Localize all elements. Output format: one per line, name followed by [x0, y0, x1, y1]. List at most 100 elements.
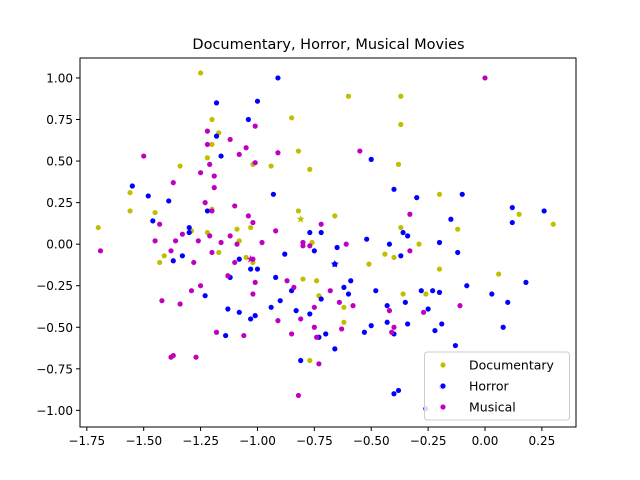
data-point-horror: [129, 183, 135, 189]
data-point-musical: [209, 249, 215, 256]
data-point-horror: [334, 244, 340, 251]
y-tick-label: −1.00: [36, 404, 73, 418]
legend-label-musical: Musical: [469, 400, 516, 415]
data-point-horror: [145, 193, 151, 199]
data-point-documentary: [416, 241, 422, 247]
data-point-horror: [361, 329, 368, 335]
data-point-documentary: [177, 163, 183, 169]
data-point-musical: [250, 219, 256, 226]
data-point-horror: [252, 313, 258, 319]
data-point-horror: [398, 253, 404, 259]
data-point-documentary: [161, 253, 167, 259]
data-point-documentary: [345, 93, 352, 99]
data-point-horror: [368, 323, 374, 329]
y-tick-label: −0.25: [36, 279, 73, 293]
data-point-horror: [364, 236, 370, 242]
data-point-musical: [211, 173, 217, 179]
data-point-musical: [152, 238, 158, 244]
data-point-documentary: [295, 148, 302, 154]
data-point-documentary: [234, 226, 240, 232]
data-point-horror: [202, 293, 208, 299]
data-point-musical: [177, 301, 183, 307]
data-point-musical: [275, 318, 281, 324]
data-point-documentary: [209, 141, 215, 148]
data-point-musical: [318, 221, 324, 227]
data-point-horror: [236, 256, 242, 262]
data-point-horror: [293, 308, 299, 314]
x-axis: −1.75 −1.50 −1.25 −1.00 −0.75 −0.50 −0.25 0.00 0…: [68, 427, 555, 448]
centroid-star-documentary: [296, 215, 305, 223]
data-point-musical: [482, 75, 488, 81]
data-point-horror: [432, 327, 438, 334]
data-point-documentary: [157, 259, 163, 266]
data-point-horror: [373, 288, 379, 294]
data-point-musical: [159, 298, 165, 304]
data-point-horror: [254, 266, 261, 272]
data-point-horror: [509, 204, 515, 211]
data-point-documentary: [423, 291, 429, 297]
data-point-documentary: [496, 271, 502, 277]
data-point-horror: [405, 321, 411, 327]
data-point-horror: [225, 306, 231, 312]
data-point-documentary: [204, 155, 211, 161]
data-point-documentary: [243, 254, 249, 261]
x-tick-label: −0.50: [353, 434, 390, 448]
data-point-horror: [204, 208, 211, 214]
data-point-musical: [232, 259, 238, 266]
data-point-horror: [254, 98, 261, 104]
data-point-musical: [213, 329, 220, 335]
data-point-musical: [207, 233, 213, 239]
data-point-horror: [523, 279, 529, 285]
data-point-musical: [204, 141, 211, 148]
data-point-musical: [314, 334, 320, 340]
data-point-musical: [311, 304, 317, 310]
data-point-musical: [204, 128, 211, 134]
x-tick-label: −1.75: [68, 434, 105, 448]
legend-label-horror: Horror: [469, 379, 509, 394]
data-point-musical: [191, 259, 197, 266]
y-axis: −1.00 −0.75 −0.50 −0.25 0.00 0.25 0.50 0.75 1.00: [36, 71, 80, 418]
data-point-horror: [318, 296, 324, 302]
data-point-musical: [389, 329, 395, 335]
data-point-musical: [218, 239, 224, 246]
data-point-documentary: [314, 278, 320, 284]
x-tick-label: −1.25: [182, 434, 219, 448]
data-point-musical: [386, 308, 393, 314]
data-point-horror: [307, 229, 313, 236]
data-point-musical: [273, 228, 279, 234]
data-point-musical: [298, 316, 304, 322]
data-point-musical: [407, 211, 413, 217]
data-point-horror: [455, 249, 461, 256]
data-point-horror: [509, 219, 515, 226]
data-point-musical: [295, 392, 302, 399]
data-point-horror: [213, 133, 220, 139]
series-musical: [97, 75, 488, 399]
data-point-musical: [275, 150, 281, 156]
series-documentary: [95, 70, 556, 364]
y-tick-label: 0.00: [46, 238, 73, 252]
data-point-horror: [273, 274, 279, 281]
data-point-musical: [311, 324, 317, 330]
x-tick-label: −1.00: [239, 434, 276, 448]
legend-label-documentary: Documentary: [469, 358, 555, 373]
data-point-horror: [311, 248, 317, 254]
data-point-musical: [232, 203, 238, 209]
data-point-horror: [391, 391, 397, 397]
data-point-documentary: [268, 163, 274, 169]
data-point-musical: [209, 208, 215, 214]
data-point-musical: [193, 354, 199, 360]
data-point-musical: [252, 279, 258, 285]
data-point-documentary: [436, 266, 443, 272]
data-point-musical: [343, 241, 349, 247]
data-point-musical: [457, 303, 463, 309]
data-point-musical: [227, 233, 233, 239]
data-point-horror: [341, 284, 347, 290]
data-point-musical: [197, 283, 204, 289]
data-point-documentary: [366, 261, 372, 267]
data-point-musical: [172, 238, 179, 244]
x-tick-label: 0.00: [472, 434, 499, 448]
data-point-horror: [430, 288, 436, 294]
data-point-documentary: [197, 70, 204, 76]
data-point-horror: [414, 195, 420, 201]
x-tick-label: 0.25: [529, 434, 556, 448]
